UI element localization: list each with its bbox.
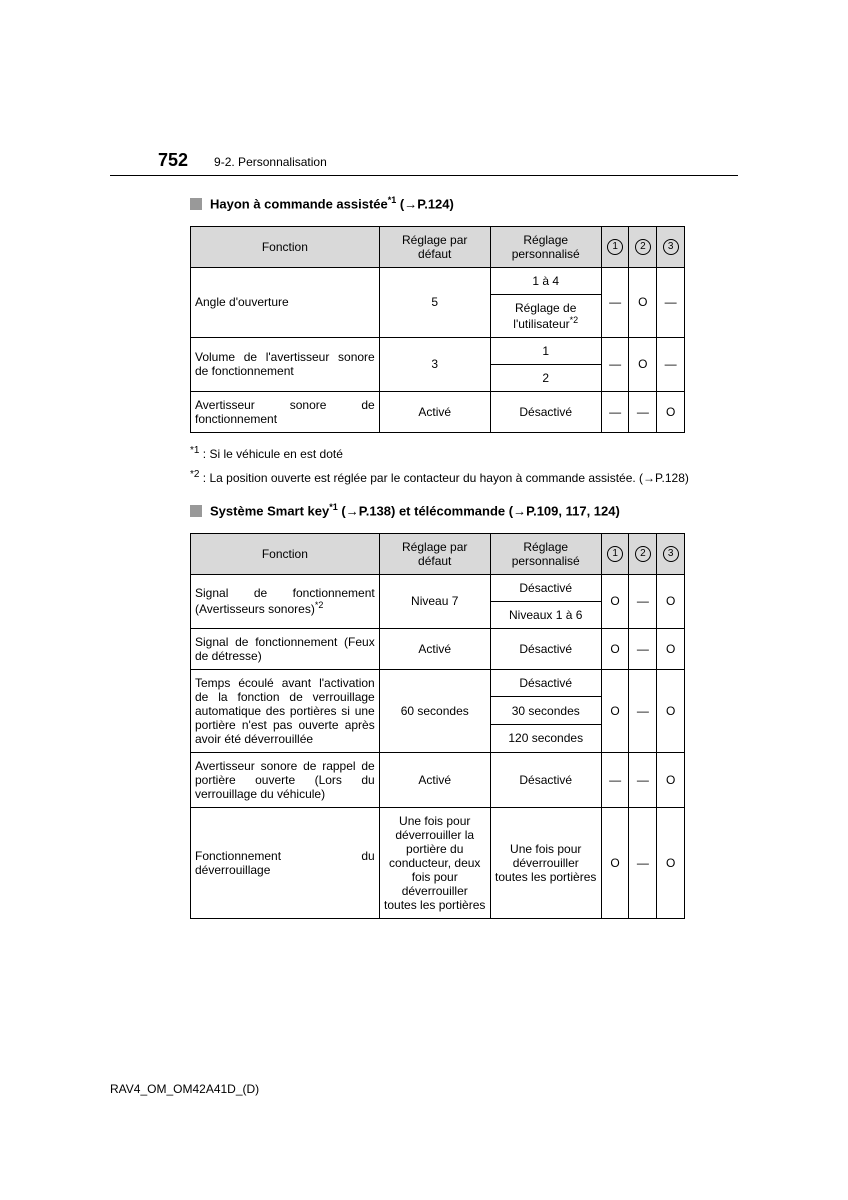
cell-c2: — <box>629 807 657 918</box>
cell-c3: O <box>657 391 685 432</box>
cell-c1: O <box>601 807 629 918</box>
footer-code: RAV4_OM_OM42A41D_(D) <box>110 1082 259 1096</box>
footnote-text: : Si le véhicule en est doté <box>203 447 343 461</box>
cell-c3: — <box>657 337 685 391</box>
table-row: Signal de fonctionnement (Avertisseurs s… <box>191 574 685 601</box>
cell-c1: — <box>601 337 629 391</box>
cell-c2: — <box>629 574 657 628</box>
table-row: Fonctionnement du déverrouillage Une foi… <box>191 807 685 918</box>
table-hayon: Fonction Réglage par défaut Réglage pers… <box>190 226 685 433</box>
table-row: Angle d'ouverture 5 1 à 4 — O — <box>191 267 685 294</box>
th-perso: Réglage personnalisé <box>490 226 601 267</box>
cell-fn: Temps écoulé avant l'activation de la fo… <box>191 669 380 752</box>
cell-c1: — <box>601 752 629 807</box>
table-row: Avertisseur sonore de rappel de portière… <box>191 752 685 807</box>
section2-title-b: (→P.138) et télécommande (→P.109, 117, 1… <box>338 503 620 518</box>
section1-title-sup: *1 <box>388 195 397 205</box>
cell-c1: O <box>601 669 629 752</box>
cell-fn: Signal de fonctionnement (Feux de détres… <box>191 628 380 669</box>
cell-cust: Désactivé <box>490 669 601 697</box>
cell-cust: 120 secondes <box>490 724 601 752</box>
section2-title-sup: *1 <box>329 502 338 512</box>
square-bullet-icon <box>190 505 202 517</box>
cell-c1: — <box>601 391 629 432</box>
cell-def: Une fois pour déverrouiller la portière … <box>379 807 490 918</box>
th-c3: 3 <box>657 226 685 267</box>
cell-def: 3 <box>379 337 490 391</box>
table-row: Signal de fonctionnement (Feux de détres… <box>191 628 685 669</box>
section-path: 9-2. Personnalisation <box>214 155 327 169</box>
page-header: 752 9-2. Personnalisation <box>110 150 738 176</box>
th-c1: 1 <box>601 226 629 267</box>
cell-fn: Avertisseur sonore de fonctionnement <box>191 391 380 432</box>
footnote-label: *1 <box>190 445 199 456</box>
section1-title: Hayon à commande assistée*1 (→P.124) <box>190 194 738 214</box>
cell-c3: O <box>657 628 685 669</box>
cell-def: Activé <box>379 391 490 432</box>
cell-fn: Avertisseur sonore de rappel de portière… <box>191 752 380 807</box>
table-row: Temps écoulé avant l'activation de la fo… <box>191 669 685 697</box>
cell-c2: O <box>629 267 657 337</box>
cell-fn: Volume de l'avertisseur sonore de foncti… <box>191 337 380 391</box>
th-defaut: Réglage par défaut <box>379 226 490 267</box>
cell-c2: — <box>629 752 657 807</box>
cell-c2: O <box>629 337 657 391</box>
cell-fn: Angle d'ouverture <box>191 267 380 337</box>
cell-cust: 1 <box>490 337 601 364</box>
table-smartkey: Fonction Réglage par défaut Réglage pers… <box>190 533 685 919</box>
square-bullet-icon <box>190 198 202 210</box>
cell-cust: 1 à 4 <box>490 267 601 294</box>
cell-c1: O <box>601 628 629 669</box>
cell-c3: — <box>657 267 685 337</box>
cell-def: 5 <box>379 267 490 337</box>
th-c3: 3 <box>657 533 685 574</box>
table-row: Avertisseur sonore de fonctionnement Act… <box>191 391 685 432</box>
cell-def: Activé <box>379 628 490 669</box>
section1-title-text: Hayon à commande assistée <box>210 196 388 211</box>
cell-def: 60 secondes <box>379 669 490 752</box>
cell-cust: Désactivé <box>490 752 601 807</box>
section2-title: Système Smart key*1 (→P.138) et télécomm… <box>190 501 738 521</box>
th-fonction: Fonction <box>191 533 380 574</box>
cell-c2: — <box>629 669 657 752</box>
table-row: Volume de l'avertisseur sonore de foncti… <box>191 337 685 364</box>
th-perso: Réglage personnalisé <box>490 533 601 574</box>
cell-c3: O <box>657 669 685 752</box>
cell-cust: Désactivé <box>490 574 601 601</box>
th-c1: 1 <box>601 533 629 574</box>
cell-c3: O <box>657 752 685 807</box>
section2-title-a: Système Smart key <box>210 503 329 518</box>
cell-cust: 30 secondes <box>490 697 601 725</box>
cell-fn: Fonctionnement du déverrouillage <box>191 807 380 918</box>
cell-fn: Signal de fonctionnement (Avertisseurs s… <box>191 574 380 628</box>
footnotes1: *1 : Si le véhicule en est doté *2 : La … <box>190 445 738 485</box>
cell-cust: Réglage de l'utilisateur*2 <box>490 294 601 337</box>
cell-cust: Niveaux 1 à 6 <box>490 601 601 628</box>
cell-def: Activé <box>379 752 490 807</box>
cell-cust: Désactivé <box>490 628 601 669</box>
cell-c3: O <box>657 574 685 628</box>
cell-cust: Désactivé <box>490 391 601 432</box>
page-number: 752 <box>158 150 188 171</box>
th-c2: 2 <box>629 533 657 574</box>
section1-title-ref: (→P.124) <box>396 196 454 211</box>
cell-c1: — <box>601 267 629 337</box>
cell-def: Niveau 7 <box>379 574 490 628</box>
th-c2: 2 <box>629 226 657 267</box>
cell-c2: — <box>629 391 657 432</box>
cell-cust: Une fois pour déverrouiller toutes les p… <box>490 807 601 918</box>
cell-c2: — <box>629 628 657 669</box>
th-defaut: Réglage par défaut <box>379 533 490 574</box>
footnote-label: *2 <box>190 469 199 480</box>
cell-cust: 2 <box>490 364 601 391</box>
cell-c3: O <box>657 807 685 918</box>
footnote-text: : La position ouverte est réglée par le … <box>203 471 689 485</box>
th-fonction: Fonction <box>191 226 380 267</box>
cell-c1: O <box>601 574 629 628</box>
